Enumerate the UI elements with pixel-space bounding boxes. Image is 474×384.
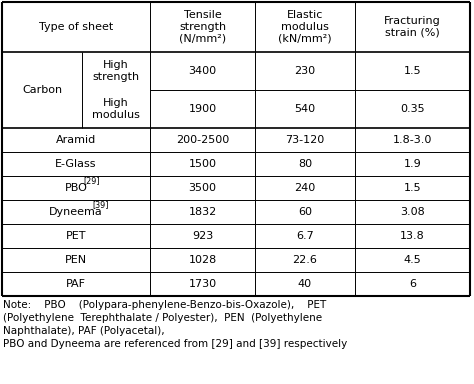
Text: 1900: 1900	[189, 104, 217, 114]
Text: Aramid: Aramid	[56, 135, 96, 145]
Text: 1.8-3.0: 1.8-3.0	[393, 135, 432, 145]
Text: 40: 40	[298, 279, 312, 289]
Text: Type of sheet: Type of sheet	[39, 22, 113, 32]
Text: 3500: 3500	[189, 183, 217, 193]
Text: 6.7: 6.7	[296, 231, 314, 241]
Text: 60: 60	[298, 207, 312, 217]
Text: High
modulus: High modulus	[92, 98, 140, 120]
Text: 0.35: 0.35	[400, 104, 425, 114]
Text: 1.9: 1.9	[404, 159, 421, 169]
Text: 1028: 1028	[188, 255, 217, 265]
Text: PET: PET	[66, 231, 86, 241]
Text: 200-2500: 200-2500	[176, 135, 229, 145]
Text: 1.5: 1.5	[404, 66, 421, 76]
Text: Tensile
strength
(N/mm²): Tensile strength (N/mm²)	[179, 10, 226, 44]
Text: 13.8: 13.8	[400, 231, 425, 241]
Text: 3.08: 3.08	[400, 207, 425, 217]
Text: 22.6: 22.6	[292, 255, 318, 265]
Text: [39]: [39]	[93, 200, 109, 209]
Text: Naphthalate), PAF (Polyacetal),: Naphthalate), PAF (Polyacetal),	[3, 326, 164, 336]
Text: Fracturing
strain (%): Fracturing strain (%)	[384, 16, 441, 38]
Text: Note:    PBO    (Polypara-phenylene-Benzo-bis-Oxazole),    PET: Note: PBO (Polypara-phenylene-Benzo-bis-…	[3, 300, 326, 310]
Text: 1832: 1832	[188, 207, 217, 217]
Text: PEN: PEN	[65, 255, 87, 265]
Text: 4.5: 4.5	[404, 255, 421, 265]
Text: 240: 240	[294, 183, 316, 193]
Text: 80: 80	[298, 159, 312, 169]
Text: PAF: PAF	[66, 279, 86, 289]
Text: PBO and Dyneema are referenced from [29] and [39] respectively: PBO and Dyneema are referenced from [29]…	[3, 339, 347, 349]
Text: E-Glass: E-Glass	[55, 159, 97, 169]
Text: PBO: PBO	[64, 183, 87, 193]
Text: [29]: [29]	[83, 176, 100, 185]
Text: 230: 230	[294, 66, 316, 76]
Text: Dyneema: Dyneema	[49, 207, 103, 217]
Text: 3400: 3400	[189, 66, 217, 76]
Text: Carbon: Carbon	[22, 85, 62, 95]
Text: 923: 923	[192, 231, 213, 241]
Text: 73-120: 73-120	[285, 135, 325, 145]
Text: High
strength: High strength	[92, 60, 139, 82]
Text: 1500: 1500	[189, 159, 217, 169]
Text: 540: 540	[294, 104, 316, 114]
Text: 6: 6	[409, 279, 416, 289]
Text: 1730: 1730	[189, 279, 217, 289]
Text: 1.5: 1.5	[404, 183, 421, 193]
Text: Elastic
modulus
(kN/mm²): Elastic modulus (kN/mm²)	[278, 10, 332, 44]
Text: (Polyethylene  Terephthalate / Polyester),  PEN  (Polyethylene: (Polyethylene Terephthalate / Polyester)…	[3, 313, 322, 323]
